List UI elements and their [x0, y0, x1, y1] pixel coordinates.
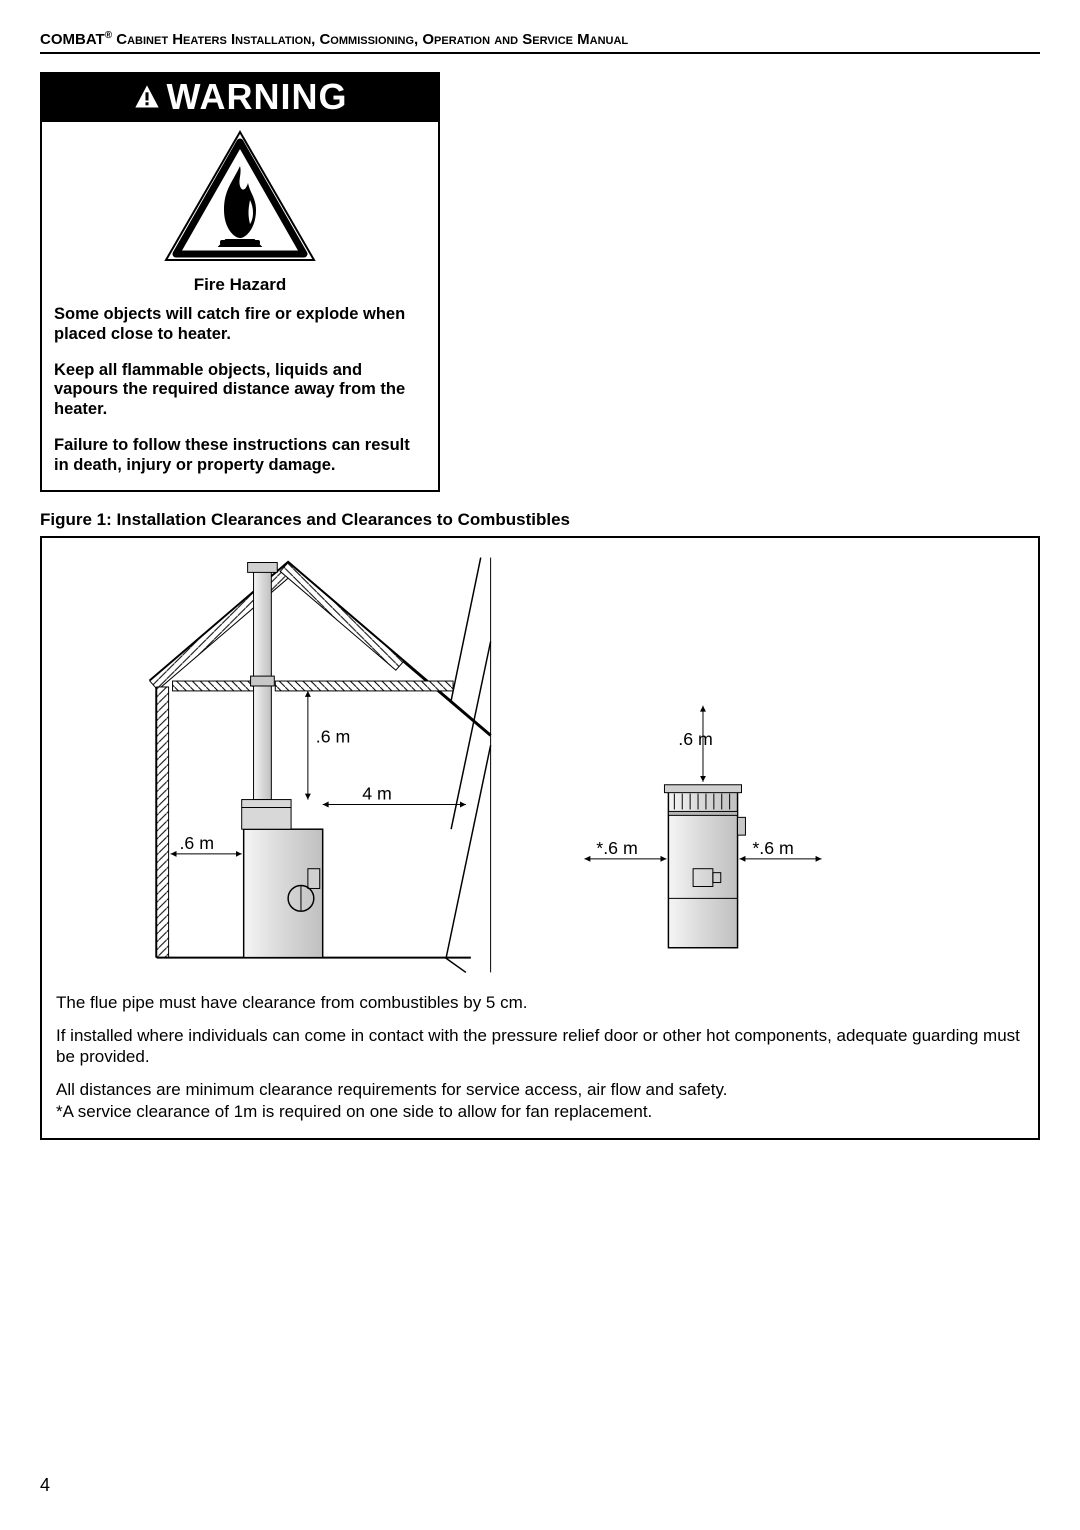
- dim-label: *.6 m: [752, 837, 793, 857]
- clearances-diagram: .6 m 4 m .6 m: [56, 550, 1024, 980]
- warning-paragraph: Some objects will catch fire or explode …: [54, 305, 426, 345]
- warning-box: WARNING Fire Hazard Some objects will ca…: [40, 72, 440, 492]
- figure-title: Figure 1: Installation Clearances and Cl…: [40, 510, 1040, 530]
- figure-box: .6 m 4 m .6 m: [40, 536, 1040, 1140]
- warning-paragraph: Failure to follow these instructions can…: [54, 436, 426, 476]
- fire-hazard-icon: [160, 128, 320, 268]
- warning-title: WARNING: [167, 76, 348, 118]
- page-number: 4: [40, 1475, 50, 1496]
- hazard-label: Fire Hazard: [42, 275, 438, 305]
- header-reg: ®: [105, 30, 112, 41]
- figure-note: All distances are minimum clearance requ…: [56, 1079, 1024, 1122]
- dim-label: *.6 m: [596, 837, 637, 857]
- warning-header: WARNING: [42, 74, 438, 122]
- page-header: COMBAT® Cabinet Heaters Installation, Co…: [40, 30, 1040, 54]
- figure-notes: The flue pipe must have clearance from c…: [56, 992, 1024, 1122]
- alert-triangle-icon: [133, 83, 161, 111]
- dim-label: .6 m: [179, 833, 214, 853]
- header-brand: COMBAT: [40, 31, 105, 48]
- dim-label: 4 m: [362, 783, 392, 803]
- figure-note: The flue pipe must have clearance from c…: [56, 992, 1024, 1013]
- warning-body: Some objects will catch fire or explode …: [42, 305, 438, 490]
- dim-label: .6 m: [316, 726, 351, 746]
- dim-label: .6 m: [678, 729, 713, 749]
- figure-note: If installed where individuals can come …: [56, 1025, 1024, 1068]
- warning-paragraph: Keep all flammable objects, liquids and …: [54, 361, 426, 420]
- header-rest: Cabinet Heaters Installation, Commission…: [112, 31, 628, 48]
- hazard-icon-container: [42, 122, 438, 275]
